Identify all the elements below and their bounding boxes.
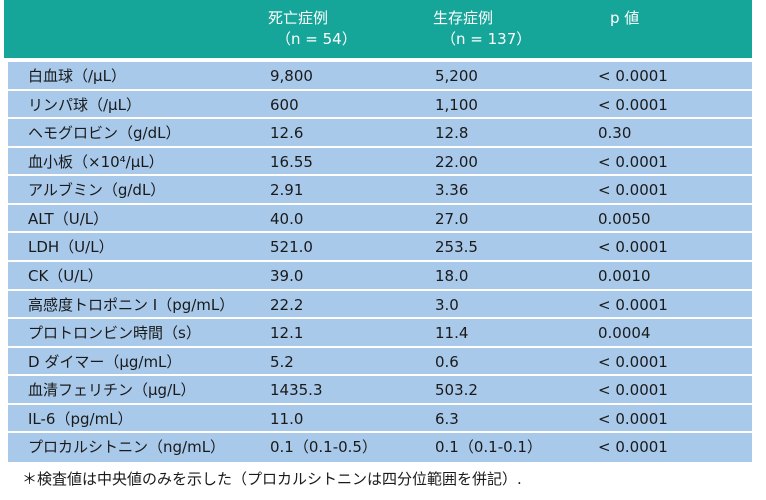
header-cell: 生存症例 （n = 137） — [433, 8, 531, 50]
cell-value: 0.30 — [598, 124, 632, 143]
table-row: プロカルシトニン（ng/mL） 0.1（0.1-0.5） 0.1（0.1-0.1） <… — [8, 433, 752, 460]
cell-value: 40.0 — [270, 209, 304, 228]
table-row: 血小板（×10⁴/μL） 16.55 22.00 < 0.0001 — [8, 148, 752, 177]
cell-value: < 0.0001 — [598, 295, 668, 314]
cell-value: 12.8 — [435, 124, 469, 143]
table-row: ヘモグロビン（g/dL） 12.6 12.8 0.30 — [8, 119, 752, 148]
cell-value: 600 — [270, 95, 299, 114]
cell-value: 22.00 — [435, 152, 478, 171]
cell-value: 6.3 — [435, 409, 459, 428]
header-cell: p 値 — [610, 8, 639, 29]
cell-value: 0.0050 — [598, 209, 651, 228]
table-row: LDH（U/L） 521.0 253.5 < 0.0001 — [8, 233, 752, 262]
cell-value: 3.0 — [435, 295, 459, 314]
cell-value: < 0.0001 — [598, 352, 668, 371]
table-row: D ダイマー（μg/mL） 5.2 0.6 < 0.0001 — [8, 348, 752, 377]
cell-value: 39.0 — [270, 267, 304, 285]
table-row: 高感度トロポニン I（pg/mL） 22.2 3.0 < 0.0001 — [8, 291, 752, 320]
row-label: LDH（U/L） — [28, 238, 114, 257]
table-body: 白血球（/μL） 9,800 5,200 < 0.0001 リンパ球（/μL） 600 1,… — [8, 62, 752, 462]
table-row: リンパ球（/μL） 600 1,100 < 0.0001 — [8, 91, 752, 120]
header-cell: 死亡症例 （n = 54） — [268, 8, 357, 50]
cell-value: 0.0004 — [598, 324, 651, 343]
row-label: プロカルシトニン（ng/mL） — [28, 438, 226, 457]
cell-value: 0.6 — [435, 352, 459, 371]
cell-value: 503.2 — [435, 381, 478, 400]
header-sub: （n = 137） — [441, 30, 532, 48]
cell-value: 18.0 — [435, 267, 469, 285]
row-label: IL-6（pg/mL） — [28, 409, 133, 428]
header-sub: （n = 54） — [276, 30, 357, 48]
table-header: 死亡症例 （n = 54） 生存症例 （n = 137） p 値 — [4, 0, 752, 58]
cell-value: 11.0 — [270, 409, 304, 428]
row-label: プロトロンビン時間（s） — [28, 324, 201, 343]
cell-value: 11.4 — [435, 324, 469, 343]
cell-value: < 0.0001 — [598, 152, 668, 171]
table-row: CK（U/L） 39.0 18.0 0.0010 — [8, 262, 752, 291]
cell-value: 0.0010 — [598, 267, 651, 285]
header-title: 生存症例 — [433, 9, 494, 27]
row-label: 血小板（×10⁴/μL） — [28, 152, 164, 171]
cell-value: 12.6 — [270, 124, 304, 143]
cell-value: < 0.0001 — [598, 67, 668, 85]
cell-value: 0.1（0.1-0.5） — [270, 438, 377, 457]
table-row: 白血球（/μL） 9,800 5,200 < 0.0001 — [8, 62, 752, 91]
cell-value: 521.0 — [270, 238, 313, 257]
cell-value: 2.91 — [270, 181, 304, 200]
cell-value: 3.36 — [435, 181, 469, 200]
footnote: ＊検査値は中央値のみを示した（プロカルシトニンは四分位範囲を併記）. — [22, 470, 522, 488]
row-label: 白血球（/μL） — [28, 67, 126, 85]
cell-value: 1,100 — [435, 95, 478, 114]
table-row: 血清フェリチン（μg/L） 1435.3 503.2 < 0.0001 — [8, 376, 752, 405]
cell-value: 12.1 — [270, 324, 304, 343]
cell-value: 9,800 — [270, 67, 313, 85]
row-label: 高感度トロポニン I（pg/mL） — [28, 295, 235, 314]
row-label: アルブミン（g/dL） — [28, 181, 166, 200]
table-row: プロトロンビン時間（s） 12.1 11.4 0.0004 — [8, 319, 752, 348]
cell-value: < 0.0001 — [598, 438, 668, 457]
cell-value: 27.0 — [435, 209, 469, 228]
table-row: IL-6（pg/mL） 11.0 6.3 < 0.0001 — [8, 405, 752, 434]
header-title: 死亡症例 — [268, 9, 329, 27]
cell-value: 5,200 — [435, 67, 478, 85]
cell-value: < 0.0001 — [598, 381, 668, 400]
row-label: ヘモグロビン（g/dL） — [28, 124, 181, 143]
table-row: アルブミン（g/dL） 2.91 3.36 < 0.0001 — [8, 176, 752, 205]
cell-value: < 0.0001 — [598, 181, 668, 200]
row-label: ALT（U/L） — [28, 209, 109, 228]
cell-value: 16.55 — [270, 152, 313, 171]
cell-value: 253.5 — [435, 238, 478, 257]
cell-value: < 0.0001 — [598, 238, 668, 257]
header-title: p 値 — [610, 9, 640, 27]
row-label: 血清フェリチン（μg/L） — [28, 381, 196, 400]
cell-value: 1435.3 — [270, 381, 323, 400]
row-label: リンパ球（/μL） — [28, 95, 141, 114]
table-row: ALT（U/L） 40.0 27.0 0.0050 — [8, 205, 752, 234]
row-label: CK（U/L） — [28, 267, 103, 285]
cell-value: 0.1（0.1-0.1） — [435, 438, 542, 457]
cell-value: 22.2 — [270, 295, 304, 314]
cell-value: < 0.0001 — [598, 409, 668, 428]
cell-value: < 0.0001 — [598, 95, 668, 114]
cell-value: 5.2 — [270, 352, 294, 371]
row-label: D ダイマー（μg/mL） — [28, 352, 182, 371]
